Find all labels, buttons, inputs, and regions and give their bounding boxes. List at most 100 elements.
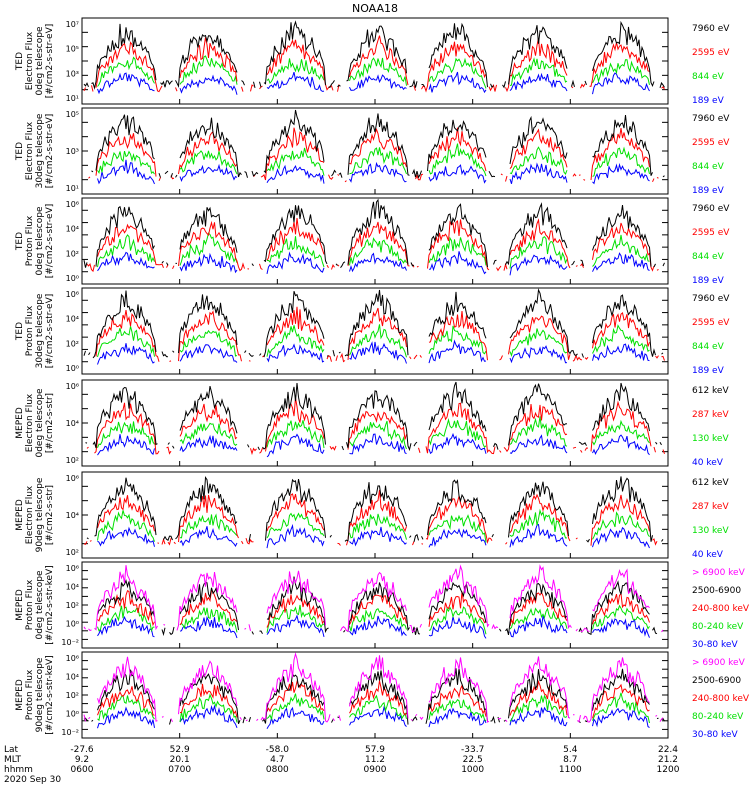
- y-axis-label: [#/cm2-s-str-keV]: [45, 565, 55, 644]
- y-axis-label: Proton Flux: [25, 305, 35, 356]
- legend-entry: 7960 eV: [692, 24, 730, 34]
- series-line: [97, 704, 650, 729]
- y-axis-label: 0deg telescope: [35, 388, 45, 458]
- y-tick-label: 10⁴: [66, 315, 79, 324]
- y-tick-label: 10⁶: [66, 654, 79, 663]
- legend-entry: 2595 eV: [692, 138, 730, 148]
- y-axis-label: Electron Flux: [25, 393, 35, 452]
- legend-entry: 2595 eV: [692, 318, 730, 328]
- y-tick-label: 10⁴: [66, 511, 79, 520]
- series-line: [97, 508, 650, 543]
- x-axis-row-label: hhmm: [4, 765, 33, 775]
- y-axis-label: 30deg telescope: [35, 293, 45, 368]
- y-axis-label: Proton Flux: [25, 669, 35, 720]
- x-tick-label: 4.7: [270, 755, 284, 765]
- y-axis-label: [#/cm2-s-str-eV]: [45, 204, 55, 279]
- x-tick-label: 8.7: [563, 755, 577, 765]
- legend-entry: 844 eV: [692, 72, 725, 82]
- y-tick-label: 10⁷: [66, 20, 79, 29]
- panel-frame: [81, 561, 669, 649]
- legend-entry: 189 eV: [692, 276, 725, 286]
- x-tick-label: 5.4: [563, 745, 578, 755]
- y-axis-label: Proton Flux: [25, 215, 35, 266]
- y-axis-label: [#/cm2-s-str]: [45, 485, 55, 545]
- series-line: [97, 679, 650, 719]
- y-axis-label: MEPED: [15, 407, 25, 439]
- y-tick-label: 10²: [66, 456, 79, 465]
- x-tick-label: 20.1: [170, 755, 190, 765]
- series-line: [83, 198, 665, 268]
- y-tick-label: 10⁴: [66, 583, 79, 592]
- y-axis-label: Electron Flux: [25, 121, 35, 180]
- y-axis-label: [#/cm2-s-str-eV]: [45, 114, 55, 189]
- series-line: [97, 251, 650, 276]
- panel-1: 10¹ 10³ 10⁵ 10⁷ TED Electron Flux 0deg telesco…: [15, 17, 730, 106]
- legend-entry: 130 keV: [692, 526, 729, 536]
- series-line: [83, 652, 664, 723]
- y-tick-label: 10²: [66, 249, 79, 258]
- y-tick-label: 10⁰: [66, 274, 79, 283]
- y-tick-label: 10⁶: [66, 382, 79, 391]
- y-axis-label: MEPED: [15, 499, 25, 531]
- series-line: [89, 128, 662, 182]
- x-tick-label: -27.6: [70, 745, 94, 755]
- y-tick-label: 10⁵: [66, 45, 79, 54]
- y-tick-label: 10⁵: [66, 110, 79, 119]
- x-tick-label: 0600: [71, 765, 94, 775]
- series-line: [97, 159, 650, 185]
- series-line: [83, 288, 664, 359]
- legend-entry: 80-240 keV: [692, 712, 744, 722]
- y-axis-label: 90deg telescope: [35, 477, 45, 552]
- y-tick-label: 10⁴: [66, 225, 79, 234]
- x-tick-label: 0800: [266, 765, 289, 775]
- x-tick-label: 21.2: [658, 755, 678, 765]
- y-axis-label: 90deg telescope: [35, 657, 45, 732]
- y-tick-label: 10⁰: [66, 710, 79, 719]
- legend-entry: 7960 eV: [692, 204, 730, 214]
- legend-entry: 844 eV: [692, 342, 725, 352]
- series-line: [97, 71, 650, 95]
- series-line: [95, 306, 665, 363]
- series-line: [97, 339, 650, 365]
- legend-entry: 2595 eV: [692, 48, 730, 58]
- legend-entry: 612 keV: [692, 478, 729, 488]
- y-tick-label: 10¹: [66, 184, 79, 193]
- series-line: [83, 564, 664, 633]
- y-axis-label: [#/cm2-s-str]: [45, 393, 55, 453]
- legend-entry: 612 keV: [692, 386, 729, 396]
- panel-2: 10¹ 10³ 10⁵ TED Electron Flux 30deg telescope…: [15, 107, 730, 196]
- y-tick-label: 10²: [66, 691, 79, 700]
- y-tick-label: 10⁻²: [61, 638, 79, 647]
- y-axis-label: MEPED: [15, 589, 25, 621]
- legend-entry: 2500-6900: [692, 586, 741, 596]
- legend-entry: 287 keV: [692, 502, 729, 512]
- x-tick-label: 1200: [657, 765, 680, 775]
- legend-entry: 80-240 keV: [692, 622, 744, 632]
- panel-6: 10² 10⁴ 10⁶ MEPED Electron Flux 90deg telesco…: [15, 471, 729, 560]
- panel-3: 10⁰ 10² 10⁴ 10⁶ TED Proton Flux 0deg telescope…: [15, 197, 730, 286]
- y-tick-label: 10⁶: [66, 564, 79, 573]
- x-tick-label: 52.9: [170, 745, 190, 755]
- x-tick-label: 9.2: [75, 755, 89, 765]
- legend-entry: 130 keV: [692, 434, 729, 444]
- y-axis-label: [#/cm2-s-str-keV]: [45, 655, 55, 734]
- x-tick-label: 0700: [168, 765, 191, 775]
- panel-7: 10⁻² 10⁰ 10² 10⁴ 10⁶ MEPED Proton Flux 0deg tel…: [15, 561, 750, 650]
- x-tick-label: 1100: [559, 765, 582, 775]
- series-line: [97, 614, 650, 639]
- y-axis-label: Electron Flux: [25, 31, 35, 90]
- y-tick-label: 10¹: [66, 94, 79, 103]
- y-axis-label: [#/cm2-s-str-eV]: [45, 294, 55, 369]
- figure-title: NOAA18: [352, 2, 398, 15]
- legend-entry: 189 eV: [692, 96, 725, 106]
- legend-entry: 844 eV: [692, 252, 725, 262]
- legend-entry: 40 keV: [692, 458, 724, 468]
- series-line: [97, 692, 650, 724]
- legend-entry: 189 eV: [692, 186, 725, 196]
- series-line: [97, 324, 650, 358]
- legend-entry: > 6900 keV: [692, 658, 746, 668]
- legend-entry: 30-80 keV: [692, 640, 738, 650]
- y-tick-label: 10²: [66, 548, 79, 557]
- series-line: [97, 523, 650, 549]
- y-tick-label: 10⁰: [66, 364, 79, 373]
